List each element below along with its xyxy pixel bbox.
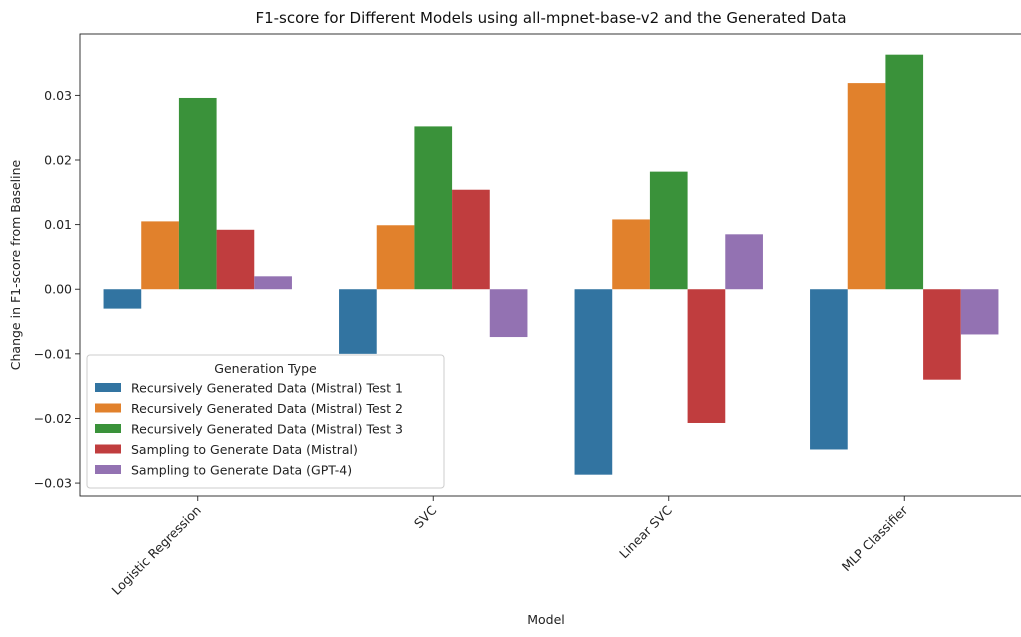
x-tick-label: Logistic Regression: [108, 503, 203, 598]
bar: [216, 229, 255, 290]
legend-swatch: [95, 424, 121, 433]
bar: [254, 276, 292, 290]
legend-label: Recursively Generated Data (Mistral) Tes…: [131, 381, 403, 396]
y-tick-label: −0.01: [34, 346, 72, 361]
bar: [452, 189, 490, 290]
y-tick-label: −0.03: [34, 476, 72, 491]
bar: [141, 221, 179, 290]
bar: [376, 225, 415, 290]
x-axis: Logistic Regression SVC Linear SVC MLP Clas…: [108, 496, 911, 598]
plot-frame: [79, 33, 1021, 497]
legend: Generation Type Recursively Generated Dat…: [86, 354, 445, 489]
x-axis-title: Model: [527, 612, 565, 627]
legend-label: Recursively Generated Data (Mistral) Tes…: [131, 401, 403, 416]
legend-label: Recursively Generated Data (Mistral) Tes…: [131, 422, 403, 437]
bar: [414, 126, 453, 290]
bar: [339, 289, 377, 354]
bar: [960, 289, 999, 335]
bar: [574, 289, 613, 475]
bar: [612, 219, 650, 290]
bars-group: [103, 54, 999, 475]
y-tick-label: 0.02: [44, 153, 72, 168]
bar: [885, 54, 924, 290]
legend-swatch: [95, 444, 121, 454]
y-tick-label: 0.03: [44, 88, 72, 103]
bar: [847, 83, 886, 290]
legend-label: Sampling to Generate Data (GPT-4): [131, 463, 352, 478]
y-axis-title: Change in F1-score from Baseline: [8, 159, 23, 370]
legend-title: Generation Type: [214, 361, 317, 376]
legend-swatch: [95, 403, 121, 413]
y-tick-label: −0.02: [34, 411, 72, 426]
legend-label: Sampling to Generate Data (Mistral): [131, 442, 358, 457]
bar: [725, 234, 763, 290]
legend-box: [86, 354, 445, 489]
x-tick-label: MLP Classifier: [839, 502, 911, 574]
bar: [649, 171, 688, 290]
x-tick-label: Linear SVC: [616, 502, 675, 561]
y-tick-label: 0.01: [44, 217, 72, 232]
bar: [489, 289, 528, 338]
bar: [687, 289, 726, 423]
legend-swatch: [95, 383, 121, 392]
bar: [923, 289, 961, 380]
y-axis: −0.03 −0.02 −0.01 0.00 0.01 0.02 0.03: [34, 88, 80, 491]
y-tick-label: 0.00: [44, 282, 72, 297]
x-tick-label: SVC: [411, 502, 440, 531]
chart-title: F1-score for Different Models using all-…: [255, 9, 846, 27]
legend-swatch: [95, 465, 121, 474]
bar: [103, 289, 142, 309]
bar: [178, 97, 217, 290]
bar: [810, 289, 848, 450]
